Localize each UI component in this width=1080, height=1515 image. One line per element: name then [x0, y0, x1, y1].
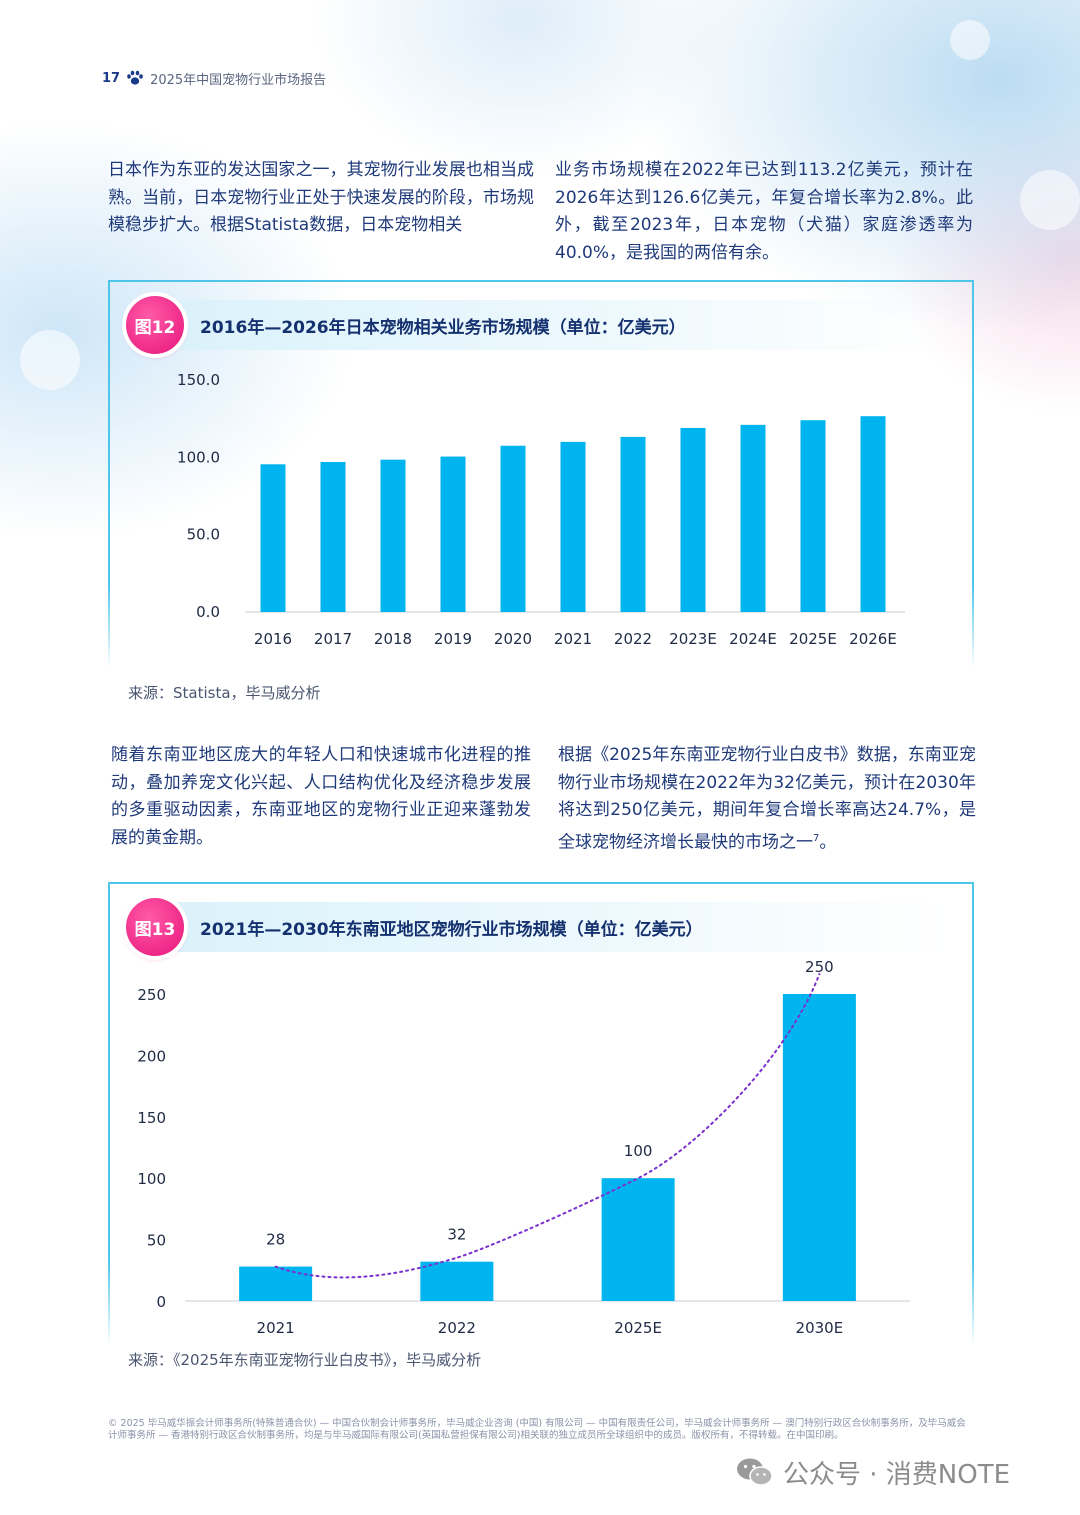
bar	[500, 445, 526, 612]
wechat-icon	[737, 1458, 773, 1486]
bar	[620, 436, 646, 612]
x-tick-label: 2018	[374, 630, 412, 648]
intro-paragraph-left: 日本作为东亚的发达国家之一，其宠物行业发展也相当成熟。当前，日本宠物行业正处于快…	[108, 160, 534, 235]
x-tick-label: 2016	[254, 630, 292, 648]
bar	[560, 441, 586, 612]
data-label: 32	[447, 1226, 466, 1244]
figure-13-source: 来源：《2025年东南亚宠物行业白皮书》，毕马威分析	[128, 1351, 482, 1369]
figure-13-badge: 图13	[126, 898, 184, 956]
bar	[800, 420, 826, 612]
x-tick-label: 2025E	[789, 630, 837, 648]
watermark-text: 公众号 · 消费NOTE	[783, 1459, 1011, 1490]
bar	[320, 461, 346, 612]
y-tick-label: 200	[137, 1047, 166, 1065]
figure-12-chart: 0.0 50.0 100.0 150.0 2016 2017 2018 2019 2020 202…	[177, 371, 905, 648]
bar	[782, 994, 856, 1301]
x-tick-label: 2023E	[669, 630, 717, 648]
y-tick-label: 250	[137, 986, 166, 1004]
mid-paragraph-right-end: 。	[819, 832, 837, 853]
x-tick-label: 2022	[614, 630, 652, 648]
decor-bubble	[1020, 170, 1080, 230]
bar	[740, 424, 766, 612]
page-number: 17	[102, 70, 121, 86]
figure-12-title: 2016年—2026年日本宠物相关业务市场规模（单位：亿美元）	[200, 317, 686, 338]
bar	[860, 416, 886, 612]
data-label: 100	[624, 1142, 653, 1160]
report-title: 2025年中国宠物行业市场报告	[150, 72, 327, 88]
figure-12-titlebar: 图12 2016年—2026年日本宠物相关业务市场规模（单位：亿美元）	[126, 296, 950, 354]
figure-13-chart: 0 50 100 150 200 250 28 2021 32 2022 100 2025E 250 20…	[137, 960, 910, 1337]
y-tick-label: 0.0	[196, 603, 220, 621]
y-tick-label: 100	[137, 1170, 166, 1188]
y-tick-label: 150	[137, 1109, 166, 1127]
paw-icon	[127, 70, 143, 85]
bar	[380, 459, 406, 612]
x-tick-label: 2026E	[849, 630, 897, 648]
figure-13-titlebar: 图13 2021年—2030年东南亚地区宠物行业市场规模（单位：亿美元）	[126, 898, 950, 956]
figure-12-badge: 图12	[126, 296, 184, 354]
x-tick-label: 2019	[434, 630, 472, 648]
data-label: 250	[805, 960, 834, 976]
figure-12-frame	[108, 280, 974, 705]
x-tick-label: 2017	[314, 630, 352, 648]
y-tick-label: 100.0	[177, 448, 220, 466]
x-tick-label: 2024E	[729, 630, 777, 648]
y-tick-label: 50	[147, 1232, 166, 1250]
intro-paragraph-right: 业务市场规模在2022年已达到113.2亿美元，预计在2026年达到126.6亿…	[555, 160, 973, 263]
legal-footer: © 2025 毕马威华振会计师事务所(特殊普通合伙) — 中国合伙制会计师事务所…	[108, 1418, 966, 1441]
decor-bubble	[950, 20, 990, 60]
bar	[260, 464, 286, 612]
x-tick-label: 2021	[257, 1319, 295, 1337]
bar	[239, 1266, 313, 1301]
y-tick-label: 150.0	[177, 371, 220, 389]
mid-paragraph-right: 根据《2025年东南亚宠物行业白皮书》数据，东南亚宠物行业市场规模在2022年为…	[558, 742, 976, 857]
page-header: 17 2025年中国宠物行业市场报告	[102, 68, 326, 88]
footnote-marker: 7	[813, 832, 820, 844]
data-label: 28	[266, 1231, 285, 1249]
decor-bubble	[20, 330, 80, 390]
figure-12-source: 来源：Statista，毕马威分析	[128, 684, 321, 702]
mid-paragraph-right-text: 根据《2025年东南亚宠物行业白皮书》数据，东南亚宠物行业市场规模在2022年为…	[558, 745, 976, 853]
bar	[680, 427, 706, 612]
bar	[420, 1261, 494, 1301]
wechat-watermark: 公众号 · 消费NOTE	[735, 1452, 1010, 1492]
x-tick-label: 2020	[494, 630, 532, 648]
x-tick-label: 2022	[438, 1319, 476, 1337]
x-tick-label: 2030E	[796, 1319, 844, 1337]
bar	[440, 456, 466, 612]
bar	[601, 1178, 675, 1301]
x-tick-label: 2021	[554, 630, 592, 648]
x-tick-label: 2025E	[614, 1319, 662, 1337]
trend-line	[274, 973, 821, 1279]
mid-paragraph-left: 随着东南亚地区庞大的年轻人口和快速城市化进程的推动，叠加养宠文化兴起、人口结构优…	[111, 745, 531, 848]
y-tick-label: 50.0	[187, 526, 220, 544]
y-tick-label: 0	[156, 1293, 166, 1311]
figure-13-title: 2021年—2030年东南亚地区宠物行业市场规模（单位：亿美元）	[200, 919, 703, 940]
